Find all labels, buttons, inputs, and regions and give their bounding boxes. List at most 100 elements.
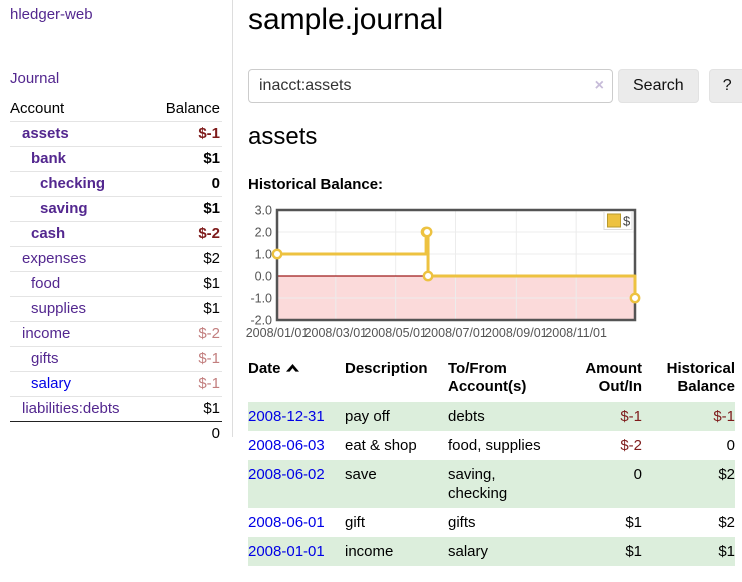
x-tick-label: 2008/07/01 — [424, 326, 487, 340]
search-input[interactable] — [248, 69, 613, 103]
x-tick-label: 2008/11/01 — [545, 326, 607, 340]
sidebar-account-row: saving $1 — [10, 197, 222, 222]
register-accounts-cell: debts — [448, 408, 485, 425]
sidebar-account-balance: $1 — [203, 400, 220, 417]
register-description-cell: gift — [345, 514, 366, 531]
register-date-cell[interactable]: 2008-06-03 — [248, 431, 345, 460]
register-balance-cell: 0 — [726, 437, 735, 454]
register-date-cell[interactable]: 2008-06-02 — [248, 460, 345, 508]
data-point-marker — [629, 292, 641, 304]
register-accounts-cell: saving, checking — [448, 466, 508, 502]
register-row: 2008-06-03 eat & shop food, supplies $-2 0 — [248, 431, 735, 460]
account-column-header: Account — [10, 100, 65, 117]
transaction-date-link[interactable]: 2008-06-01 — [248, 514, 325, 531]
sidebar-account-link[interactable]: saving — [40, 200, 88, 217]
help-button[interactable]: ? — [708, 69, 742, 103]
y-tick-label: -1.0 — [250, 292, 272, 306]
register-accounts-cell: salary — [448, 543, 489, 560]
sidebar-account-row: gifts $-1 — [10, 347, 222, 372]
sidebar-account-link[interactable]: bank — [31, 150, 67, 167]
search-form: × Search ? — [248, 69, 742, 103]
sidebar-account-balance: $1 — [203, 275, 220, 292]
transaction-date-link[interactable]: 2008-01-01 — [248, 543, 325, 560]
sidebar-account-link[interactable]: expenses — [22, 250, 87, 267]
sidebar-account-balance: $-2 — [198, 325, 220, 342]
register-balance-cell: $-1 — [713, 408, 735, 425]
x-tick-label: 2008/01/01 — [246, 326, 309, 340]
y-tick-label: 2.0 — [255, 226, 272, 240]
chart-title: Historical Balance: — [248, 176, 384, 193]
sidebar-account-link[interactable]: assets — [22, 125, 69, 142]
register-date-cell[interactable]: 2008-12-31 — [248, 402, 345, 431]
sidebar-account-row: food $1 — [10, 272, 222, 297]
register-description-cell: income — [345, 543, 394, 560]
main-content: sample.journal × Search ? assets Histori… — [246, 0, 742, 582]
column-header-accounts[interactable]: To/From Account(s) — [448, 360, 527, 395]
sidebar-account-balance: 0 — [211, 175, 220, 192]
sidebar-account-link[interactable]: salary — [31, 375, 72, 392]
sidebar-account-link[interactable]: checking — [40, 175, 106, 192]
sidebar-account-row: assets $-1 — [10, 122, 222, 147]
sidebar-account-link[interactable]: liabilities:debts — [22, 400, 120, 417]
data-point-marker — [271, 248, 283, 260]
transaction-date-link[interactable]: 2008-12-31 — [248, 408, 325, 425]
column-header-date[interactable]: Date — [248, 358, 345, 402]
register-accounts-cell: gifts — [448, 514, 476, 531]
account-balance-table: Account Balance assets $-1 bank $1 checking 0… — [10, 97, 222, 446]
sidebar-account-link[interactable]: supplies — [31, 300, 87, 317]
sidebar-account-row: liabilities:debts $1 — [10, 397, 222, 422]
brand-link[interactable]: hledger-web — [10, 6, 93, 23]
chart-legend: $ — [603, 211, 633, 230]
legend-swatch — [607, 213, 621, 228]
sidebar-item-journal[interactable]: Journal — [10, 70, 60, 87]
sidebar-account-balance: $-1 — [198, 375, 220, 392]
search-box: × — [248, 69, 613, 103]
register-amount-cell: $-2 — [620, 437, 642, 454]
sidebar-account-link[interactable]: income — [22, 325, 71, 342]
sidebar: hledger-web Journal Account Balance asse… — [0, 0, 233, 442]
sidebar-account-row: checking 0 — [10, 172, 222, 197]
account-table-header: Account Balance — [10, 97, 222, 122]
column-header-description[interactable]: Description — [345, 360, 428, 377]
sidebar-account-link[interactable]: food — [31, 275, 61, 292]
register-row: 2008-06-01 gift gifts $1 $2 — [248, 508, 735, 537]
account-heading: assets — [248, 123, 318, 150]
x-tick-label: 2008/03/01 — [305, 326, 368, 340]
sidebar-account-balance: $-1 — [198, 350, 220, 367]
register-balance-cell: $2 — [718, 514, 735, 531]
chart-canvas: $3.0 2.0 1.0 0.0 -1.0 -2.02008/01/012008/03/0… — [246, 204, 641, 340]
register-row: 2008-12-31 pay off debts $-1 $-1 — [248, 402, 735, 431]
transaction-date-link[interactable]: 2008-06-02 — [248, 466, 325, 483]
register-description-cell: eat & shop — [345, 437, 417, 454]
account-total-balance: 0 — [211, 425, 220, 442]
clear-search-icon[interactable]: × — [594, 77, 604, 94]
sidebar-account-row: cash $-2 — [10, 222, 222, 247]
register-date-cell[interactable]: 2008-01-01 — [248, 537, 345, 566]
sidebar-account-row: supplies $1 — [10, 297, 222, 322]
sidebar-account-balance: $-2 — [198, 225, 220, 242]
sidebar-account-link[interactable]: cash — [31, 225, 66, 242]
search-button[interactable]: Search — [618, 69, 699, 103]
data-point-marker — [422, 270, 434, 282]
register-description-cell: save — [345, 466, 377, 483]
sidebar-account-row: salary $-1 — [10, 372, 222, 397]
column-header-amount[interactable]: Amount Out/In — [585, 360, 642, 395]
column-header-balance[interactable]: Historical Balance — [666, 360, 735, 395]
transaction-date-link[interactable]: 2008-06-03 — [248, 437, 325, 454]
y-tick-label: 3.0 — [255, 204, 272, 218]
register-date-cell[interactable]: 2008-06-01 — [248, 508, 345, 537]
account-total-row: 0 — [10, 422, 222, 446]
sidebar-account-row: income $-2 — [10, 322, 222, 347]
register-amount-cell: 0 — [633, 466, 642, 483]
historical-balance-chart: $3.0 2.0 1.0 0.0 -1.0 -2.0 2008/01/01 2008/03/0… — [246, 203, 678, 345]
sidebar-account-balance: $1 — [203, 300, 220, 317]
balance-column-header: Balance — [165, 100, 220, 117]
sort-ascending-icon — [285, 360, 299, 378]
legend-label: $ — [623, 214, 631, 229]
y-tick-label: -2.0 — [250, 314, 272, 328]
register-balance-cell: $2 — [718, 466, 735, 483]
date-header-label: Date — [248, 360, 281, 377]
sidebar-account-link[interactable]: gifts — [31, 350, 59, 367]
sidebar-account-balance: $1 — [203, 150, 220, 167]
y-tick-label: 1.0 — [255, 248, 272, 262]
